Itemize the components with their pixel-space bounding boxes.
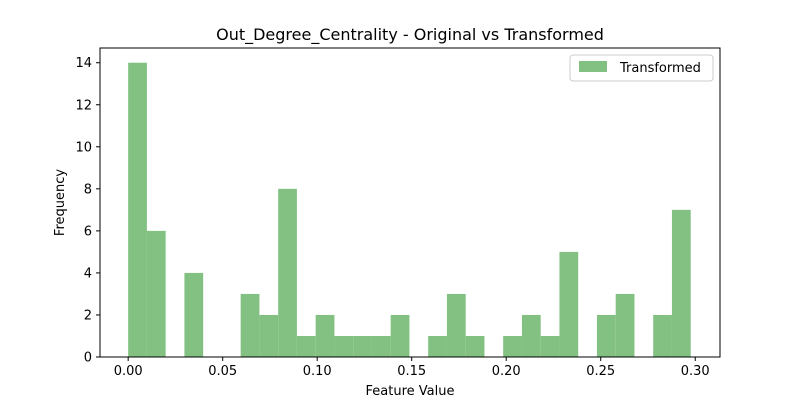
x-tick-label: 0.30 [681, 364, 710, 379]
histogram-bar [540, 335, 560, 357]
legend-label-transformed: Transformed [619, 61, 701, 76]
histogram-bar [596, 314, 616, 357]
y-tick-label: 8 [84, 182, 92, 197]
y-tick-label: 10 [75, 140, 92, 155]
histogram-bar [428, 335, 447, 357]
histogram-bars [128, 62, 691, 357]
legend: Transformed [569, 54, 714, 82]
x-tick-label: 0.10 [303, 364, 332, 379]
x-tick-label: 0.05 [208, 364, 237, 379]
chart-title: Out_Degree_Centrality - Original vs Tran… [216, 25, 604, 45]
plot-area-frame [99, 47, 721, 358]
y-tick-label: 14 [75, 56, 92, 71]
y-tick-label: 4 [84, 266, 92, 281]
histogram-bar [315, 314, 335, 357]
legend-swatch-transformed [579, 61, 607, 72]
histogram-bar [278, 188, 297, 357]
y-tick-label: 12 [75, 98, 92, 113]
histogram-bar [184, 272, 204, 357]
x-axis-ticks: 0.00 0.05 0.10 0.15 0.20 0.25 0.30 [114, 357, 710, 379]
histogram-bar [446, 293, 466, 357]
y-axis-label: Frequency [53, 169, 68, 236]
x-tick-label: 0.00 [114, 364, 143, 379]
x-axis-label: Feature Value [366, 384, 455, 399]
histogram-bar [353, 335, 372, 357]
histogram-bar [371, 335, 391, 357]
x-tick-label: 0.20 [492, 364, 521, 379]
histogram-bar [521, 314, 541, 357]
histogram-bar [240, 293, 260, 357]
x-tick-label: 0.15 [397, 364, 426, 379]
histogram-bar [390, 314, 410, 357]
histogram-bar [615, 293, 635, 357]
histogram-bar [296, 335, 316, 357]
histogram-bar [559, 251, 579, 357]
histogram-bar [465, 335, 485, 357]
histogram-bar [146, 230, 166, 357]
histogram-bar [334, 335, 354, 357]
y-tick-label: 6 [84, 224, 92, 239]
histogram-bar [653, 314, 672, 357]
histogram-bar [259, 314, 279, 357]
histogram-bar [503, 335, 522, 357]
histogram-bar [128, 62, 147, 357]
y-axis-ticks: 0 2 4 6 8 10 12 14 [75, 56, 100, 366]
x-tick-label: 0.25 [586, 364, 615, 379]
y-tick-label: 2 [84, 308, 92, 323]
histogram-bar [671, 209, 691, 357]
y-tick-label: 0 [84, 351, 92, 366]
